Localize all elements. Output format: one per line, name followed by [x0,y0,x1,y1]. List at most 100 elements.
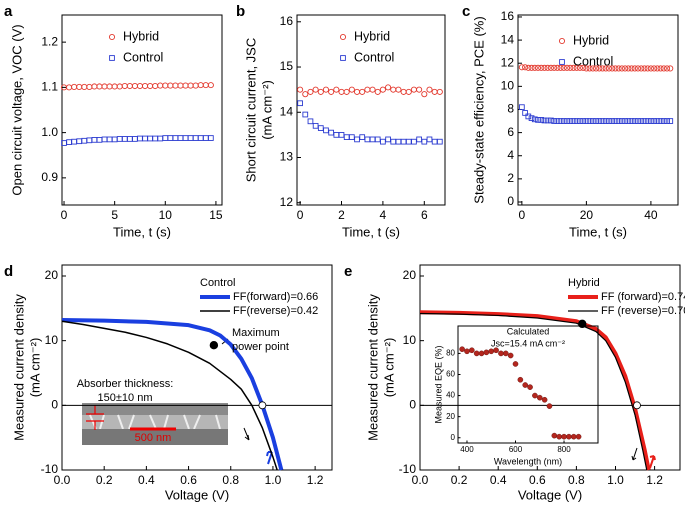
marker [522,110,528,116]
marker [431,138,438,145]
marker [566,433,572,440]
y-tick-label: 20 [446,412,455,421]
marker [583,65,590,72]
marker [502,350,509,357]
legend-marker [339,33,347,41]
y-tick-label: 15 [280,59,294,73]
marker [638,65,645,72]
jv-curve [419,312,648,471]
x-tick-label: 0.4 [490,473,507,487]
marker [343,134,350,140]
marker [162,82,169,89]
marker [657,65,664,72]
marker [599,65,606,72]
marker [297,100,303,107]
marker [91,137,98,143]
marker [541,396,548,403]
annotation: 500 nm [135,432,172,444]
marker [522,64,529,71]
marker [152,82,159,90]
x-tick-label: 0.8 [568,473,585,487]
marker [177,82,184,89]
marker [519,104,525,111]
marker [71,83,78,90]
marker [167,135,174,141]
marker [554,118,561,124]
marker [338,132,345,138]
y-tick-label: 20 [403,268,417,282]
marker [405,88,412,95]
x-tick-label: 0.4 [138,473,155,487]
marker [312,122,319,129]
marker [528,64,535,71]
y-tick-label: 12 [501,55,515,69]
x-axis-label: Time, t (s) [342,224,400,239]
marker [338,88,345,95]
marker [554,64,561,71]
marker [531,116,538,123]
marker [551,118,557,124]
marker [76,138,83,145]
x-tick-label: 20 [580,208,594,222]
y-axis-label: Steady-state efficiency, PCE (%) [471,16,486,203]
y-tick-label: 14 [501,32,515,46]
marker [580,118,587,124]
marker [364,136,371,143]
marker [106,136,113,143]
x-tick-label: 4 [380,208,387,222]
x-axis-label: Time, t (s) [569,224,627,239]
marker [353,88,361,95]
marker [625,118,632,124]
marker [106,83,113,90]
arrow [631,447,638,461]
marker [302,111,309,118]
marker [538,117,545,123]
plot-frame [61,14,223,206]
panel-label: d [4,263,13,280]
marker [573,64,580,71]
y-tick-label: 60 [446,370,455,379]
marker [531,64,538,71]
arrow [243,427,250,441]
marker [207,82,214,89]
marker [436,138,443,145]
marker [667,65,674,72]
marker [421,138,428,145]
marker [416,136,422,143]
marker [323,127,329,134]
marker [182,135,189,141]
marker [548,117,554,124]
marker [343,88,350,95]
marker [333,86,340,93]
y-axis-label: Measured current density [365,294,380,441]
marker [619,118,625,124]
annotation: 150±10 nm [98,392,153,404]
marker [606,118,612,124]
marker [557,118,564,124]
legend-label: Hybrid [354,29,390,43]
x-tick-label: 0.6 [529,473,546,487]
y-tick-label: 16 [280,14,294,28]
x-tick-label: 600 [509,445,523,454]
marker [512,361,519,367]
marker [615,118,622,124]
marker [567,118,574,124]
marker [570,433,577,440]
marker [167,82,174,89]
marker [528,115,535,122]
annotation: Jsc=15.4 mA cm⁻² [491,338,565,348]
marker [580,64,587,71]
marker [421,91,428,98]
marker [426,86,433,93]
marker [101,136,108,143]
marker [436,88,443,95]
marker [522,382,529,388]
marker [563,64,571,71]
marker [81,137,88,144]
y-tick-label: -10 [41,462,59,476]
marker [498,350,504,357]
marker [536,394,543,401]
y-tick-label: 2 [507,171,514,185]
x-tick-label: 800 [557,445,571,454]
marker [651,118,657,124]
